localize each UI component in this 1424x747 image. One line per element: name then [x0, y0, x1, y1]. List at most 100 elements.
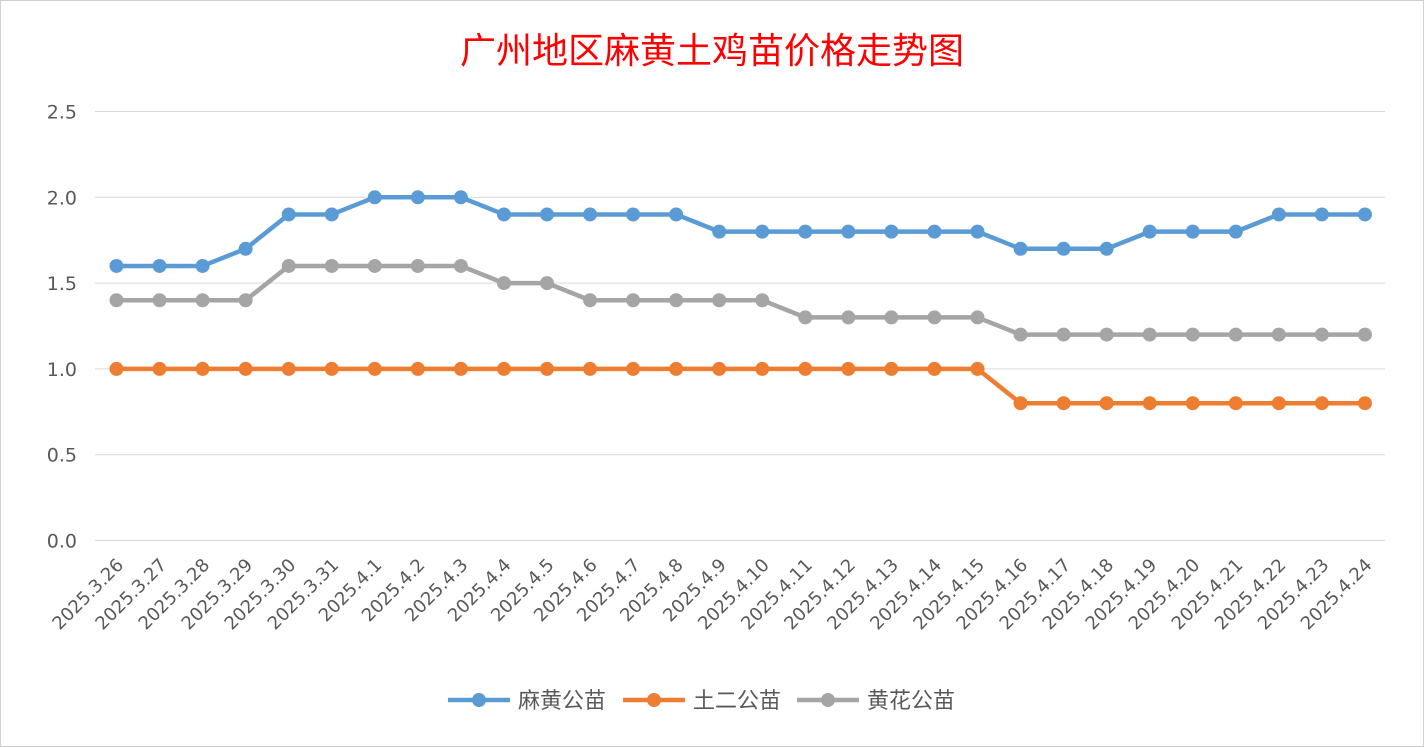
data-point	[281, 258, 296, 273]
data-point	[669, 293, 684, 308]
legend: 麻黄公苗 土二公苗 黄花公苗	[448, 689, 955, 714]
x-axis-ticks: 2025.3.262025.3.272025.3.282025.3.292025…	[48, 555, 1376, 635]
y-tick-label: 0.5	[47, 445, 77, 467]
data-point	[798, 310, 813, 325]
data-point	[1314, 207, 1329, 222]
data-point	[1271, 327, 1286, 342]
data-point	[195, 258, 210, 273]
legend-marker	[821, 693, 835, 707]
data-point	[1185, 224, 1200, 239]
data-point	[1056, 241, 1071, 256]
series-line	[116, 195, 1365, 269]
data-point	[841, 361, 856, 376]
data-point	[626, 207, 641, 222]
data-point	[152, 258, 167, 273]
data-point	[755, 293, 770, 308]
data-point	[970, 310, 985, 325]
data-point	[626, 361, 641, 376]
data-point	[1013, 396, 1028, 411]
data-point	[841, 224, 856, 239]
data-point	[1013, 327, 1028, 342]
data-point	[1271, 207, 1286, 222]
y-tick-label: 2.0	[47, 187, 77, 209]
data-point	[1056, 327, 1071, 342]
legend-marker	[472, 693, 486, 707]
y-axis-ticks: 0.0 0.5 1.0 1.5 2.0 2.5	[47, 102, 77, 553]
data-point	[109, 258, 124, 273]
data-point	[712, 293, 727, 308]
data-point	[1185, 396, 1200, 411]
data-point	[583, 293, 598, 308]
data-point	[1228, 327, 1243, 342]
data-point	[970, 224, 985, 239]
data-point	[1099, 241, 1114, 256]
data-point	[884, 224, 899, 239]
data-point	[927, 224, 942, 239]
y-tick-label: 0.0	[47, 531, 77, 553]
data-point	[367, 258, 382, 273]
data-point	[152, 361, 167, 376]
data-point	[626, 293, 641, 308]
data-point	[884, 310, 899, 325]
legend-label: 土二公苗	[693, 689, 781, 714]
data-point	[238, 241, 253, 256]
data-point	[970, 361, 985, 376]
chart-title: 广州地区麻黄土鸡苗价格走势图	[459, 31, 964, 72]
data-point	[281, 207, 296, 222]
data-point	[453, 258, 468, 273]
data-point	[1142, 396, 1157, 411]
series-line	[116, 263, 1365, 337]
data-point	[410, 190, 425, 205]
data-point	[1142, 327, 1157, 342]
data-point	[1357, 396, 1372, 411]
data-point	[755, 361, 770, 376]
data-point	[1099, 396, 1114, 411]
data-point	[324, 207, 339, 222]
data-point	[540, 207, 554, 222]
data-point	[1056, 396, 1071, 411]
legend-label: 黄花公苗	[867, 689, 955, 714]
data-point	[583, 207, 598, 222]
data-point	[453, 190, 468, 205]
data-point	[1228, 224, 1243, 239]
data-point	[410, 361, 425, 376]
data-point	[1357, 207, 1372, 222]
y-tick-label: 1.0	[47, 359, 77, 381]
data-point	[195, 361, 210, 376]
data-point	[496, 207, 511, 222]
data-point	[1013, 241, 1028, 256]
data-point	[798, 224, 813, 239]
series-lines	[109, 190, 1372, 411]
data-point	[109, 293, 124, 308]
data-point	[152, 293, 167, 308]
data-point	[798, 361, 813, 376]
data-point	[540, 276, 554, 291]
data-point	[1314, 396, 1329, 411]
data-point	[841, 310, 856, 325]
data-point	[755, 224, 770, 239]
data-point	[324, 258, 339, 273]
data-point	[540, 361, 554, 376]
data-point	[496, 361, 511, 376]
data-point	[583, 361, 598, 376]
data-point	[927, 310, 942, 325]
data-point	[884, 361, 899, 376]
data-point	[367, 361, 382, 376]
series-line	[116, 366, 1365, 406]
data-point	[410, 258, 425, 273]
data-point	[669, 361, 684, 376]
data-point	[1185, 327, 1200, 342]
data-point	[238, 293, 253, 308]
data-point	[1271, 396, 1286, 411]
data-point	[927, 361, 942, 376]
data-point	[1357, 327, 1372, 342]
data-point	[496, 276, 511, 291]
data-point	[195, 293, 210, 308]
data-point	[109, 361, 124, 376]
legend-label: 麻黄公苗	[518, 689, 606, 714]
data-point	[281, 361, 296, 376]
data-point	[238, 361, 253, 376]
y-tick-label: 1.5	[47, 273, 77, 295]
